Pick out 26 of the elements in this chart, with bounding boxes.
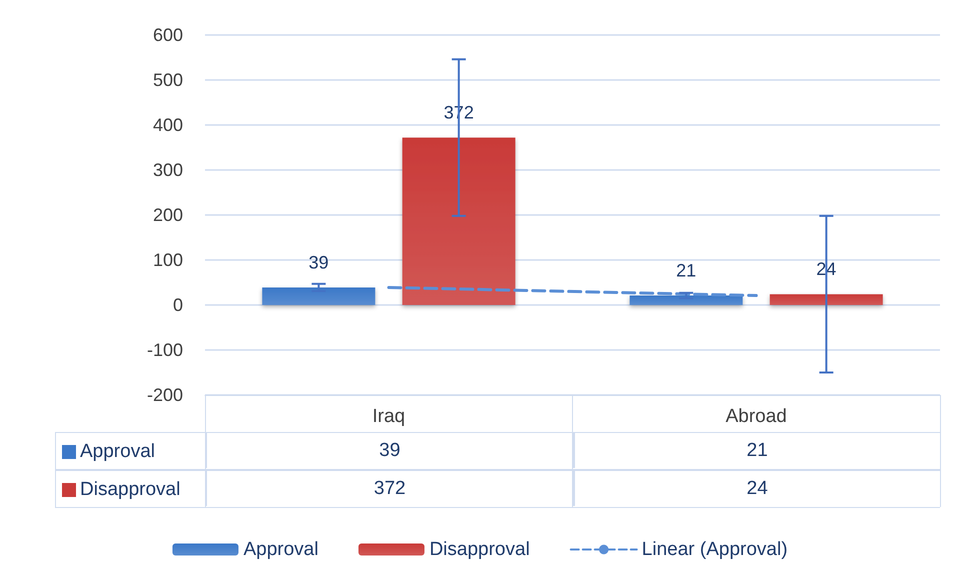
bar <box>630 296 743 305</box>
text: Disapproval <box>80 479 180 500</box>
y-tick-label: 400 <box>152 115 183 135</box>
y-tick-label: 300 <box>152 160 183 180</box>
bar <box>262 287 376 305</box>
text: 39 <box>308 252 329 272</box>
y-tick-label: 600 <box>152 25 183 45</box>
y-tick-label: 200 <box>152 205 183 225</box>
y-tick-label: -200 <box>146 385 183 405</box>
bar <box>402 138 516 305</box>
data-label: 24 <box>574 471 941 506</box>
x-tick-label: Iraq <box>372 406 406 427</box>
data-label: 372 <box>206 471 574 506</box>
legend-label: Approval <box>80 441 155 463</box>
legend-label: Linear (Approval) <box>642 539 788 560</box>
text: Approval <box>243 539 318 560</box>
y-tick-label: 100 <box>152 250 183 270</box>
data-label: 39 <box>206 433 574 468</box>
bar <box>770 294 883 305</box>
x-tick-label: Abroad <box>726 406 787 427</box>
y-tick-label: 0 <box>172 295 183 315</box>
data-label: 21 <box>574 433 941 468</box>
y-tick-label: 500 <box>152 70 183 90</box>
legend-label: Disapproval <box>429 539 530 560</box>
text: 21 <box>676 260 696 281</box>
y-tick-label: -100 <box>146 340 183 360</box>
